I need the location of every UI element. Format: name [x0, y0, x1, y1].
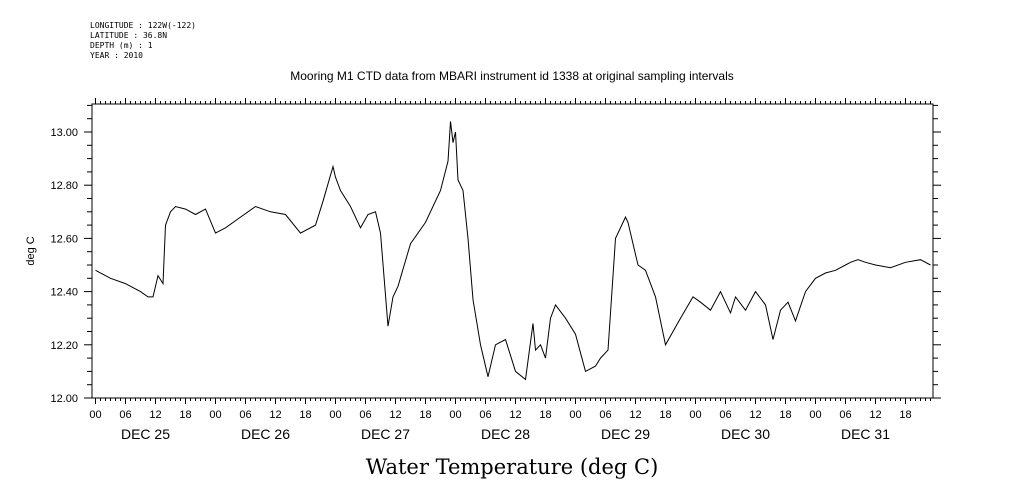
- temperature-series-line: [95, 121, 931, 381]
- x-tick-labels: 00 06 12 18 00 06 12 18 00 06 12 18 00 06 12 18 00 06 12 18…: [89, 409, 911, 421]
- x-hour-label: 12: [869, 409, 881, 421]
- x-hour-label: 18: [419, 409, 431, 421]
- x-hour-label: 18: [899, 409, 911, 421]
- x-day-label: DEC 27: [361, 426, 410, 442]
- x-hour-label: 00: [449, 409, 461, 421]
- x-hour-label: 18: [659, 409, 671, 421]
- x-hour-label: 06: [239, 409, 251, 421]
- y-tick-label: 12.60: [50, 233, 78, 245]
- x-hour-label: 12: [509, 409, 521, 421]
- y-axis-label: deg C: [25, 236, 37, 265]
- x-hour-label: 18: [299, 409, 311, 421]
- y-tick-label: 12.20: [50, 340, 78, 352]
- x-hour-label: 12: [269, 409, 281, 421]
- x-hour-label: 12: [749, 409, 761, 421]
- y-tick-labels: 12.00 12.20 12.40 12.60 12.80 13.00: [50, 127, 78, 405]
- x-day-label: DEC 29: [601, 426, 650, 442]
- x-hour-label: 12: [389, 409, 401, 421]
- latitude-text: LATITUDE : 36.8N: [90, 31, 168, 40]
- x-hour-label: 12: [149, 409, 161, 421]
- x-hour-label: 00: [689, 409, 701, 421]
- x-hour-label: 18: [179, 409, 191, 421]
- x-hour-label: 00: [209, 409, 221, 421]
- x-axis-title: Water Temperature (deg C): [366, 455, 659, 479]
- x-hour-label: 06: [359, 409, 371, 421]
- axis-ticks: [84, 98, 941, 404]
- x-hour-label: 00: [569, 409, 581, 421]
- x-hour-label: 12: [629, 409, 641, 421]
- x-day-label: DEC 25: [121, 426, 170, 442]
- x-hour-label: 06: [479, 409, 491, 421]
- x-day-label: DEC 28: [481, 426, 530, 442]
- x-hour-label: 18: [539, 409, 551, 421]
- plot-frame: [91, 103, 934, 399]
- x-day-label: DEC 31: [841, 426, 890, 442]
- y-tick-label: 12.80: [50, 180, 78, 192]
- x-hour-label: 18: [779, 409, 791, 421]
- x-hour-label: 00: [89, 409, 101, 421]
- day-labels: DEC 25 DEC 26 DEC 27 DEC 28 DEC 29 DEC 30 DEC …: [121, 426, 890, 442]
- y-tick-label: 13.00: [50, 127, 78, 139]
- x-hour-label: 00: [809, 409, 821, 421]
- longitude-text: LONGITUDE : 122W(-122): [90, 21, 196, 30]
- x-day-label: DEC 30: [721, 426, 770, 442]
- y-tick-label: 12.40: [50, 287, 78, 299]
- year-text: YEAR : 2010: [90, 51, 143, 60]
- x-hour-label: 06: [599, 409, 611, 421]
- x-hour-label: 06: [839, 409, 851, 421]
- y-tick-label: 12.00: [50, 393, 78, 405]
- x-hour-label: 06: [119, 409, 131, 421]
- x-hour-label: 06: [719, 409, 731, 421]
- depth-text: DEPTH (m) : 1: [90, 41, 153, 50]
- x-day-label: DEC 26: [241, 426, 290, 442]
- chart-title: Mooring M1 CTD data from MBARI instrumen…: [290, 69, 734, 83]
- x-hour-label: 00: [329, 409, 341, 421]
- metadata-block: LONGITUDE : 122W(-122) LATITUDE : 36.8N …: [90, 21, 196, 61]
